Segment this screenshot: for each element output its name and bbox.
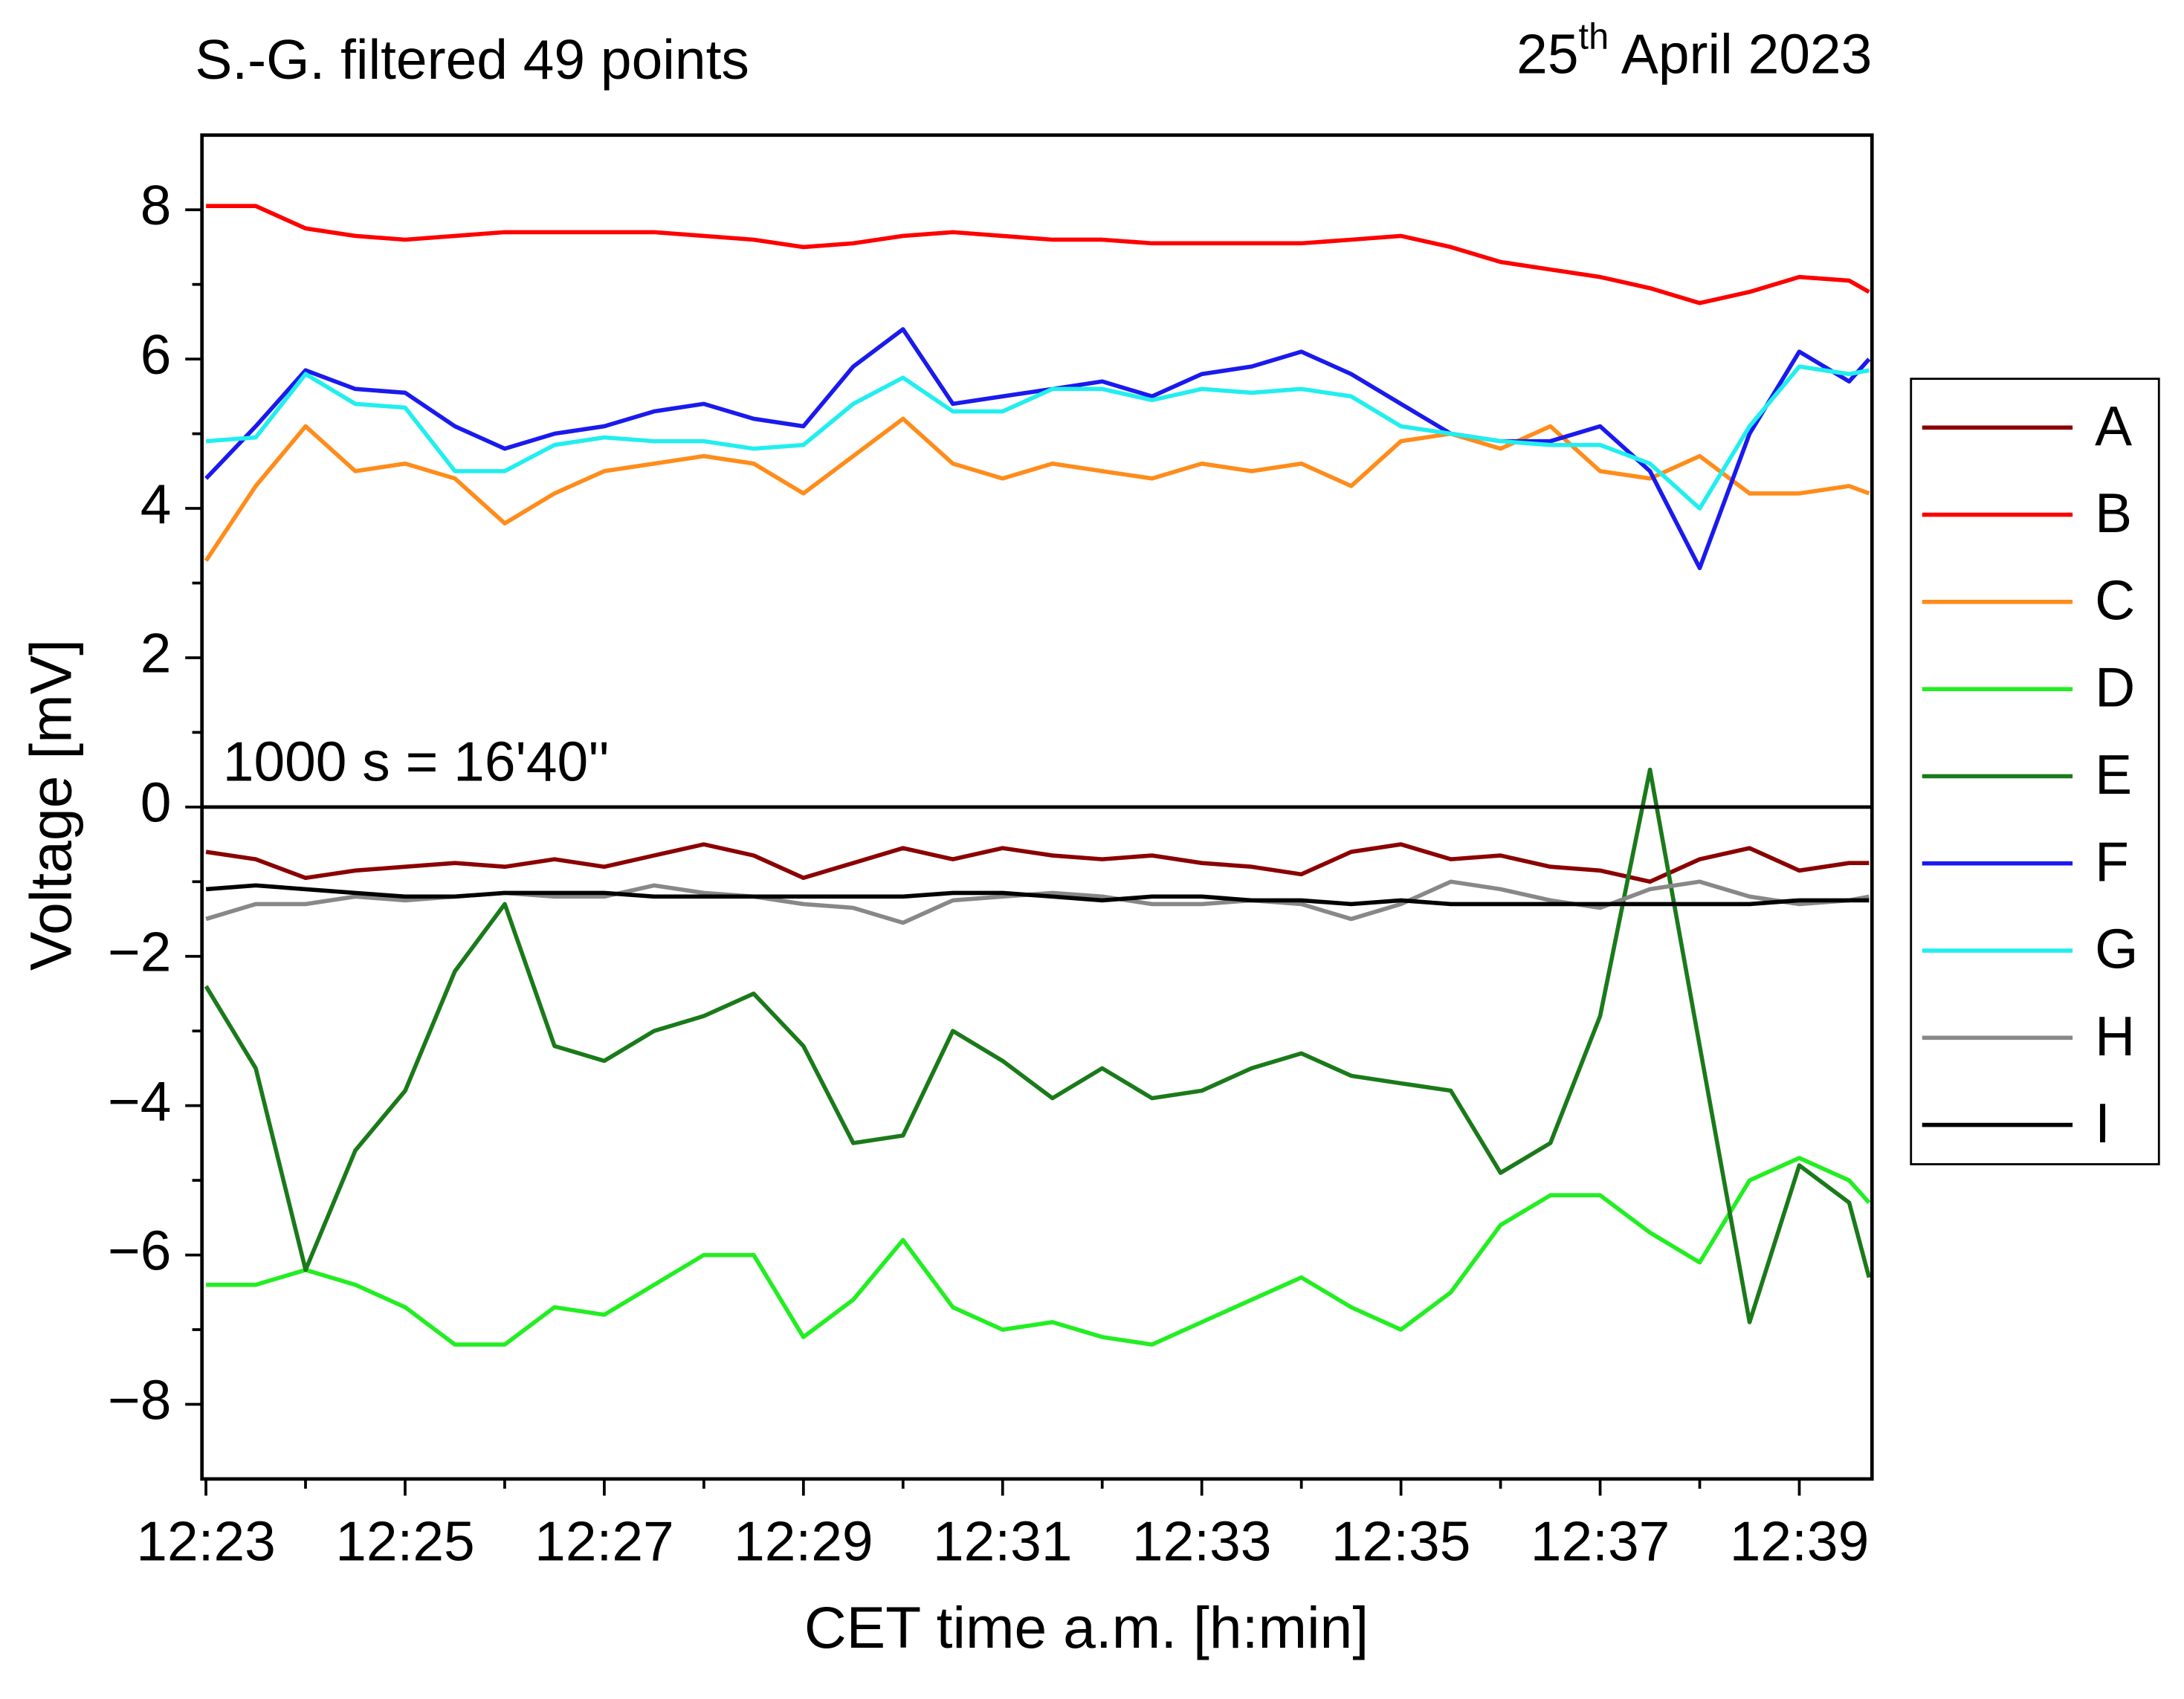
legend-label: E xyxy=(2095,743,2132,806)
x-tick-label: 12:33 xyxy=(1132,1510,1272,1573)
y-tick-label: −6 xyxy=(108,1219,171,1281)
legend-label: G xyxy=(2095,918,2138,980)
x-tick-label: 12:35 xyxy=(1331,1510,1471,1573)
legend-label: C xyxy=(2095,569,2135,631)
legend-label: B xyxy=(2095,482,2132,544)
x-tick-label: 12:31 xyxy=(933,1510,1073,1573)
legend-label: F xyxy=(2095,830,2129,893)
y-tick-label: 0 xyxy=(140,771,172,834)
series-line xyxy=(205,883,1870,907)
chart-title: S.-G. filtered 49 points xyxy=(195,28,749,91)
series-line xyxy=(206,1156,1871,1347)
y-tick-label: −2 xyxy=(108,921,171,983)
x-axis-title: CET time a.m. [h:min] xyxy=(804,1595,1369,1660)
series-line xyxy=(204,767,1872,1324)
series-line xyxy=(204,416,1870,562)
date-day: 25 xyxy=(1516,23,1578,85)
legend-label: I xyxy=(2095,1092,2110,1154)
x-tick-label: 12:23 xyxy=(136,1510,276,1573)
series-line xyxy=(204,327,1871,571)
series-line xyxy=(205,364,1870,511)
date-rest: April 2023 xyxy=(1609,23,1872,85)
series-line xyxy=(206,204,1870,305)
legend-label: A xyxy=(2095,395,2132,457)
y-tick-label: −8 xyxy=(108,1368,171,1431)
y-tick-label: 2 xyxy=(140,622,172,685)
y-axis-title: Voltage [mV] xyxy=(19,639,84,971)
y-tick-label: 8 xyxy=(140,174,172,236)
date-suffix: th xyxy=(1579,16,1609,56)
legend-box xyxy=(1910,378,2160,1165)
chart-date: 25th April 2023 xyxy=(1516,16,1872,85)
x-tick-label: 12:27 xyxy=(534,1510,674,1573)
series-line xyxy=(205,842,1870,884)
x-tick-label: 12:39 xyxy=(1730,1510,1870,1573)
legend-label: D xyxy=(2095,656,2135,719)
legend-label: H xyxy=(2095,1005,2135,1067)
y-tick-label: 6 xyxy=(140,323,172,386)
x-tick-label: 12:29 xyxy=(734,1510,873,1573)
y-tick-label: 4 xyxy=(140,473,172,535)
y-tick-label: −4 xyxy=(108,1069,171,1132)
x-tick-label: 12:25 xyxy=(335,1510,475,1573)
annotation: 1000 s = 16'40'' xyxy=(223,730,610,792)
x-tick-label: 12:37 xyxy=(1531,1510,1670,1573)
